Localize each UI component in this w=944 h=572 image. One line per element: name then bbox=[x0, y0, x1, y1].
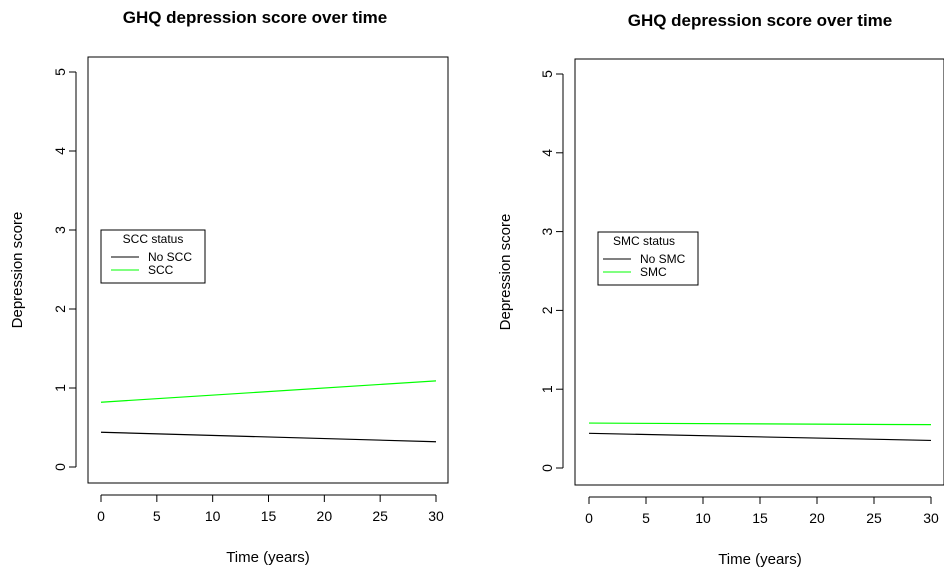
right-chart: GHQ depression score over time Time (yea… bbox=[497, 11, 944, 568]
left-x-tick-label: 15 bbox=[261, 508, 277, 524]
left-series-lines bbox=[100, 380, 437, 443]
right-legend-title: SMC status bbox=[613, 234, 675, 248]
left-x-axis-label: Time (years) bbox=[226, 549, 310, 566]
right-y-tick-label: 4 bbox=[539, 149, 555, 157]
right-x-tick-label: 0 bbox=[585, 510, 593, 526]
left-legend-label-scc: SCC bbox=[148, 263, 174, 277]
left-chart-title: GHQ depression score over time bbox=[123, 8, 388, 27]
left-x-tick-label: 25 bbox=[372, 508, 388, 524]
left-y-tick-label: 2 bbox=[52, 305, 68, 313]
right-x-tick-label: 10 bbox=[695, 510, 711, 526]
left-plot-frame bbox=[87, 56, 449, 484]
right-chart-title: GHQ depression score over time bbox=[628, 11, 893, 30]
left-axes: 0 5 10 15 20 25 30 0 1 2 3 4 5 bbox=[52, 68, 444, 524]
left-y-tick-label: 3 bbox=[52, 226, 68, 234]
right-y-tick-label: 0 bbox=[539, 464, 555, 472]
right-y-tick-label: 3 bbox=[539, 227, 555, 235]
right-series-line-smc bbox=[588, 422, 932, 426]
right-legend-label-no-smc: No SMC bbox=[640, 252, 686, 266]
left-x-tick-label: 30 bbox=[428, 508, 444, 524]
right-y-tick-label: 2 bbox=[539, 306, 555, 314]
right-x-tick-label: 5 bbox=[642, 510, 650, 526]
left-legend-label-no-scc: No SCC bbox=[148, 250, 192, 264]
left-y-tick-label: 0 bbox=[52, 463, 68, 471]
right-y-tick-label: 5 bbox=[539, 70, 555, 78]
left-legend: SCC status No SCC SCC bbox=[100, 229, 206, 284]
left-series-line-scc bbox=[100, 380, 437, 403]
left-y-axis-label: Depression score bbox=[9, 212, 26, 329]
right-legend: SMC status No SMC SMC bbox=[597, 231, 699, 286]
left-x-tick-label: 10 bbox=[205, 508, 221, 524]
right-x-tick-label: 25 bbox=[866, 510, 882, 526]
left-chart: GHQ depression score over time Time (yea… bbox=[9, 8, 449, 566]
right-plot-frame bbox=[574, 58, 944, 486]
left-y-tick-label: 1 bbox=[52, 384, 68, 392]
left-x-tick-label: 0 bbox=[97, 508, 105, 524]
left-legend-title: SCC status bbox=[123, 232, 184, 246]
right-x-tick-label: 15 bbox=[752, 510, 768, 526]
left-y-tick-label: 5 bbox=[52, 68, 68, 76]
left-y-tick-label: 4 bbox=[52, 147, 68, 155]
right-y-axis-label: Depression score bbox=[497, 214, 514, 331]
left-x-tick-label: 20 bbox=[317, 508, 333, 524]
left-series-line-no-scc bbox=[100, 431, 437, 443]
right-axes: 0 5 10 15 20 25 30 0 1 2 3 4 5 bbox=[539, 70, 939, 526]
right-y-tick-label: 1 bbox=[539, 385, 555, 393]
right-series-lines bbox=[588, 422, 932, 442]
right-x-tick-label: 30 bbox=[923, 510, 939, 526]
left-x-tick-label: 5 bbox=[153, 508, 161, 524]
right-series-line-no-smc bbox=[588, 432, 932, 442]
right-legend-label-smc: SMC bbox=[640, 265, 667, 279]
right-x-tick-label: 20 bbox=[809, 510, 825, 526]
right-x-axis-label: Time (years) bbox=[718, 551, 802, 568]
